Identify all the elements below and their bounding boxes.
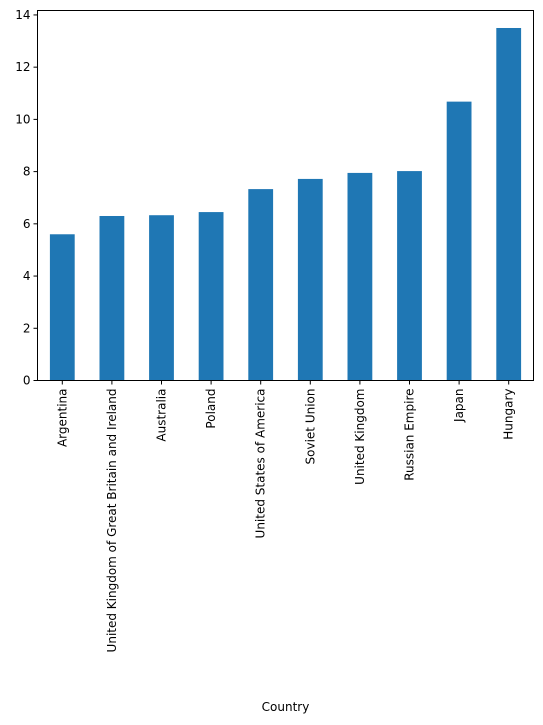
x-axis-title: Country — [262, 700, 310, 714]
bars-group — [49, 27, 522, 381]
bar-1 — [49, 234, 75, 381]
x-tick-label: Hungary — [502, 389, 516, 440]
y-tick-label: 0 — [23, 374, 31, 388]
y-tick-label: 12 — [15, 60, 30, 74]
x-axis: Argentina United Kingdom of Great Britain… — [55, 380, 516, 653]
y-tick-label: 2 — [23, 321, 31, 335]
x-tick-label: Poland — [204, 389, 218, 429]
bar-9 — [446, 101, 472, 381]
y-tick-label: 4 — [23, 269, 31, 283]
x-tick-label: Soviet Union — [303, 389, 317, 465]
y-tick-label: 14 — [15, 8, 30, 22]
y-axis: 0 2 4 6 8 10 12 14 — [15, 8, 38, 388]
x-tick-label: United Kingdom of Great Britain and Irel… — [105, 389, 119, 653]
x-tick-label: Australia — [155, 389, 169, 442]
x-tick-label: Russian Empire — [403, 389, 417, 481]
bar-10 — [496, 27, 522, 381]
x-tick-label: Argentina — [55, 389, 69, 448]
bar-8 — [397, 171, 422, 381]
bar-7 — [347, 172, 373, 381]
bar-4 — [198, 212, 224, 381]
plot-frame — [37, 10, 534, 381]
x-tick-label: Japan — [452, 389, 466, 423]
y-tick-label: 8 — [23, 165, 31, 179]
x-tick-label: United Kingdom — [353, 389, 367, 485]
bar-2 — [99, 215, 125, 381]
bar-6 — [297, 178, 323, 381]
bar-5 — [248, 189, 274, 381]
bar-3 — [149, 215, 174, 381]
x-tick-label: United States of America — [254, 389, 268, 539]
y-tick-label: 10 — [15, 112, 30, 126]
y-tick-label: 6 — [23, 217, 31, 231]
